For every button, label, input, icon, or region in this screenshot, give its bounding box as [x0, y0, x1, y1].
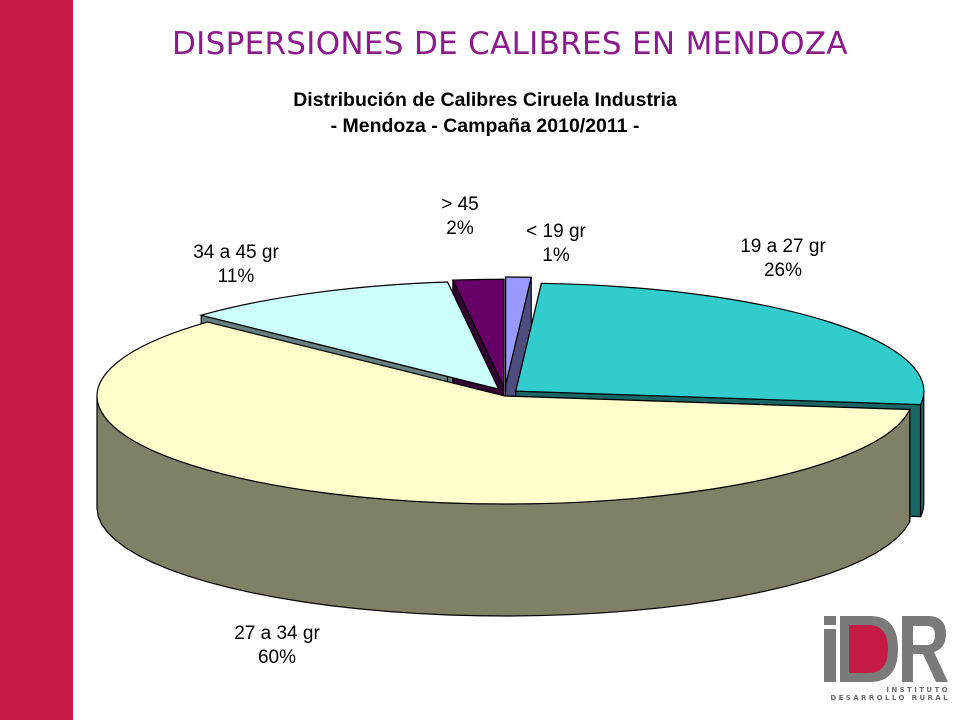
- data-label-percent: 11%: [217, 266, 255, 287]
- data-label-4: > 45 2%: [441, 193, 479, 241]
- data-label-2: 27 a 34 gr 60%: [234, 622, 320, 670]
- chart-title-line-2: - Mendoza - Campaña 2010/2011 -: [330, 115, 640, 137]
- data-label-3: 34 a 45 gr 11%: [193, 241, 279, 289]
- side-bar: [0, 0, 73, 720]
- data-label-category: 27 a 34 gr: [234, 623, 320, 644]
- pie-slice-19-a-27-gr: [515, 282, 925, 406]
- data-label-category: 19 a 27 gr: [740, 236, 826, 257]
- data-label-0: < 19 gr 1%: [526, 220, 586, 268]
- data-label-category: > 45: [441, 194, 479, 215]
- logo-line-2: DESARROLLO RURAL: [830, 694, 950, 702]
- logo-line-1: INSTITUTO: [886, 686, 950, 694]
- data-label-1: 19 a 27 gr 26%: [740, 235, 826, 283]
- data-label-percent: 26%: [763, 260, 803, 281]
- data-label-category: 34 a 45 gr: [193, 242, 279, 263]
- idr-logo-text: INSTITUTO DESARROLLO RURAL: [820, 686, 950, 702]
- slide-title: DISPERSIONES DE CALIBRES EN MENDOZA: [172, 26, 848, 62]
- pie-slice-27-a-34-gr: [96, 321, 911, 505]
- pie-slice-45: [451, 278, 505, 388]
- data-label-percent: 2%: [446, 218, 474, 239]
- data-label-percent: 1%: [542, 245, 570, 266]
- idr-logo: INSTITUTO DESARROLLO RURAL: [820, 612, 950, 704]
- idr-logo-mark: [824, 616, 948, 682]
- slice-side-1-0: [919, 391, 925, 517]
- pie-slice-34-a-45-gr: [198, 281, 500, 391]
- chart-title-line-1: Distribución de Calibres Ciruela Industr…: [293, 89, 677, 111]
- pie-slice-19-gr: [505, 276, 533, 386]
- data-label-category: < 19 gr: [526, 221, 586, 242]
- pie-tops: [96, 276, 925, 505]
- chart-title: Distribución de Calibres Ciruela Industr…: [225, 87, 745, 139]
- data-label-percent: 60%: [257, 647, 297, 668]
